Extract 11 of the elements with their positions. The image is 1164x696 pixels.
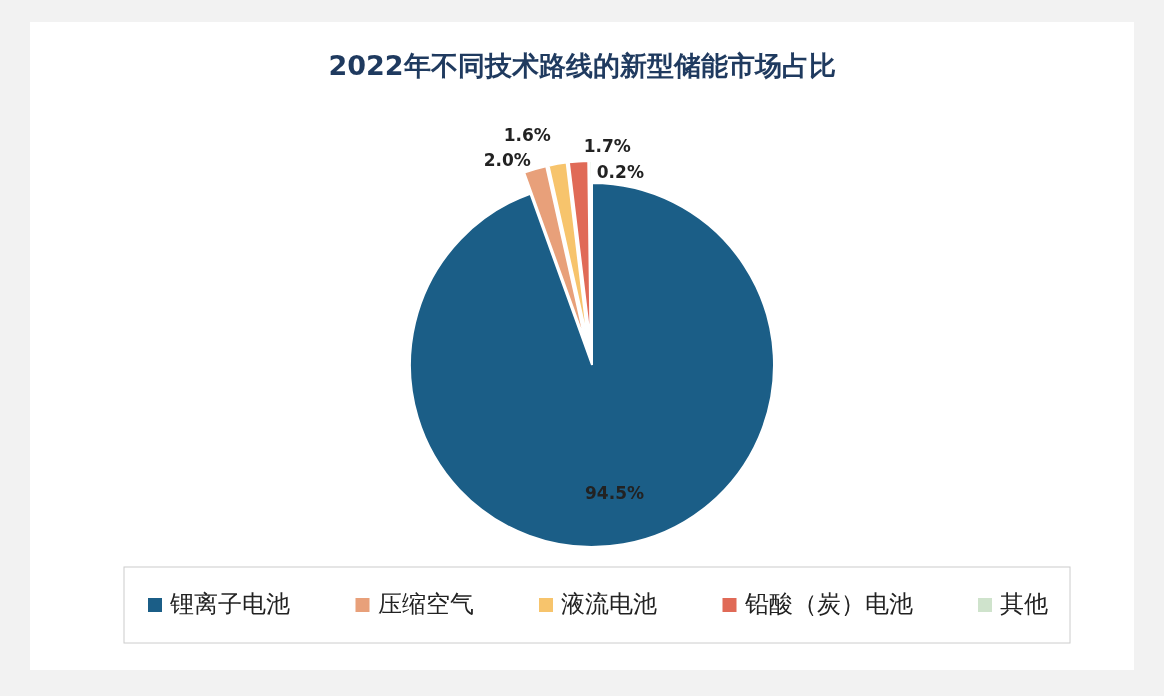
data-label: 1.6% — [503, 125, 551, 146]
data-label: 94.5% — [585, 483, 645, 504]
legend-label: 压缩空气 — [377, 590, 474, 618]
data-label: 0.2% — [596, 162, 644, 182]
data-label: 1.7% — [583, 136, 631, 157]
legend-label: 其他 — [1000, 590, 1048, 618]
chart-title: 2022年不同技术路线的新型储能市场占比 — [328, 50, 836, 81]
data-label: 2.0% — [483, 150, 531, 171]
legend-label: 铅酸（炭）电池 — [743, 590, 913, 618]
legend-label: 液流电池 — [561, 590, 657, 618]
legend-label: 锂离子电池 — [169, 590, 290, 618]
